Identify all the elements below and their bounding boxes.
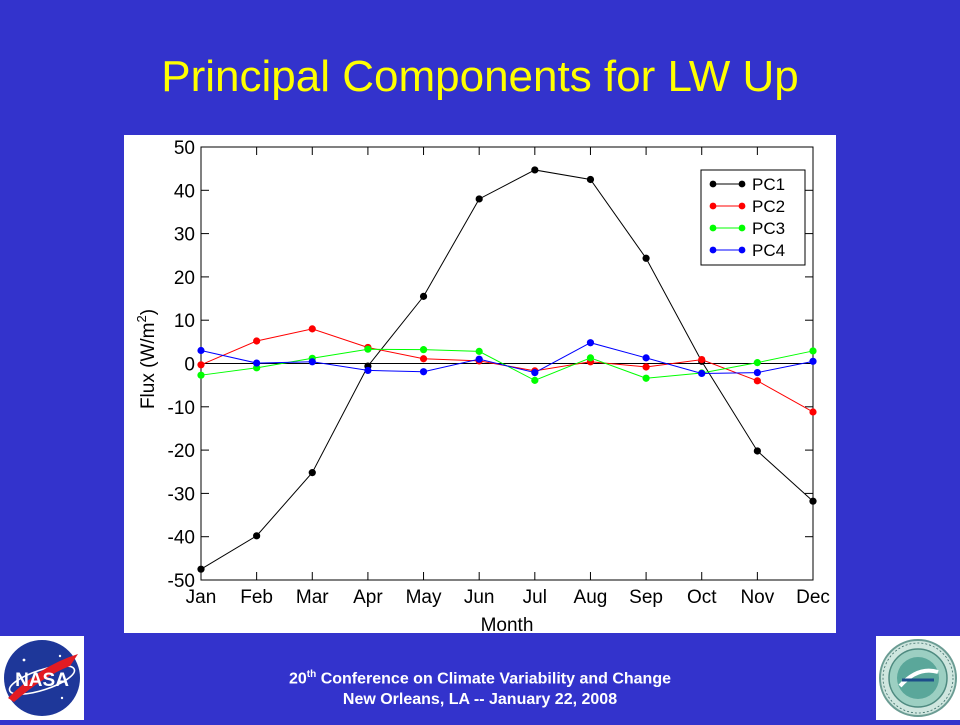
data-point-pc4 [642, 354, 650, 362]
legend-swatch-dot [709, 246, 717, 254]
legend-swatch-dot [738, 246, 746, 254]
data-point-pc1 [753, 447, 761, 455]
data-point-pc3 [364, 345, 372, 353]
nasa-logo-text: NASA [15, 670, 69, 691]
x-tick-label: Jul [523, 587, 547, 608]
data-point-pc4 [419, 368, 428, 376]
legend-label: PC3 [752, 219, 785, 238]
series-line-pc1 [200, 169, 814, 570]
data-point-pc4 [475, 355, 483, 363]
x-tick-label: Dec [796, 587, 830, 608]
legend-swatch-dot [738, 224, 746, 232]
data-point-pc1 [475, 195, 483, 203]
data-point-pc4 [364, 366, 372, 375]
series-line-pc3 [200, 348, 814, 381]
y-tick-label: 20 [174, 268, 195, 289]
x-tick-label: Jun [464, 587, 495, 608]
legend-label: PC4 [752, 241, 785, 260]
data-point-pc1 [197, 565, 205, 573]
footer-line-2: New Orleans, LA -- January 22, 2008 [342, 691, 618, 709]
chart-panel: 50 40 30 20 10 0 -10 -20 -30 -40 -50 Jan Feb Mar Apr Ma… [124, 135, 836, 633]
data-point-pc3 [531, 376, 539, 384]
data-point-pc2 [698, 356, 706, 364]
legend-swatch-dot [738, 202, 746, 210]
lsaf-logo [876, 636, 960, 720]
x-axis-label: Month [481, 615, 534, 633]
footer: 20th Conference on Climate Variability a… [160, 664, 800, 710]
data-point-pc4 [253, 359, 261, 367]
data-point-pc4 [308, 358, 316, 366]
x-tick-label: Jan [186, 587, 217, 608]
data-point-pc4 [809, 357, 817, 365]
legend-swatch-dot [709, 180, 717, 188]
y-axis-label: Flux (W/m2) [134, 309, 159, 409]
data-point-pc2 [253, 337, 261, 345]
data-point-pc3 [753, 359, 761, 367]
y-tick-label: -20 [168, 441, 195, 462]
data-point-pc2 [419, 355, 428, 363]
series-line-pc4 [200, 342, 814, 374]
data-point-pc1 [531, 166, 539, 174]
x-tick-label: Feb [240, 587, 273, 608]
y-tick-label: -30 [168, 484, 195, 505]
slide-title: Principal Components for LW Up [161, 52, 799, 101]
x-tick-label: Nov [740, 587, 774, 608]
data-point-pc1 [253, 532, 261, 540]
data-point-pc1 [809, 497, 817, 505]
legend-swatch-dot [738, 180, 746, 188]
data-point-pc1 [308, 469, 316, 477]
data-point-pc3 [642, 374, 650, 382]
legend-label: PC2 [752, 197, 785, 216]
lsaf-climate-monitoring-seal-icon [879, 639, 957, 717]
data-point-pc1 [642, 254, 650, 262]
data-point-pc4 [531, 368, 539, 377]
data-point-pc3 [419, 346, 428, 354]
y-tick-label: 40 [174, 181, 195, 202]
data-point-pc3 [197, 371, 205, 379]
y-tick-label: -40 [168, 528, 195, 549]
data-point-pc3 [586, 354, 595, 362]
data-point-pc2 [809, 408, 817, 416]
data-point-pc4 [753, 368, 761, 377]
x-tick-label: Oct [687, 587, 717, 608]
data-point-pc3 [475, 347, 483, 355]
y-tick-label: -10 [168, 398, 195, 419]
y-tick-label: -50 [168, 571, 195, 592]
series-line-pc2 [200, 328, 814, 413]
data-point-pc1 [419, 292, 428, 300]
y-tick-label: 50 [174, 138, 195, 159]
data-point-pc2 [197, 361, 205, 369]
legend [700, 169, 806, 266]
x-tick-label: May [406, 587, 442, 608]
x-tick-label: Mar [296, 587, 329, 608]
y-tick-label: 0 [184, 355, 195, 376]
legend-swatch-dot [709, 202, 717, 210]
data-point-pc1 [586, 175, 595, 184]
data-point-pc4 [698, 369, 706, 378]
data-point-pc4 [586, 339, 595, 347]
legend-label: PC1 [752, 175, 785, 194]
data-point-pc2 [753, 377, 761, 385]
data-point-pc2 [642, 363, 650, 371]
nasa-logo: NASA [0, 636, 84, 720]
y-tick-label: 10 [174, 311, 195, 332]
x-tick-label: Apr [353, 587, 383, 608]
x-tick-label: Sep [629, 587, 663, 608]
data-point-pc4 [197, 346, 205, 355]
x-tick-label: Aug [574, 587, 608, 608]
footer-line-1: 20th Conference on Climate Variability a… [289, 669, 671, 688]
data-point-pc2 [308, 325, 316, 333]
data-point-pc3 [809, 347, 817, 355]
legend-swatch-dot [709, 224, 717, 232]
y-tick-label: 30 [174, 225, 195, 246]
